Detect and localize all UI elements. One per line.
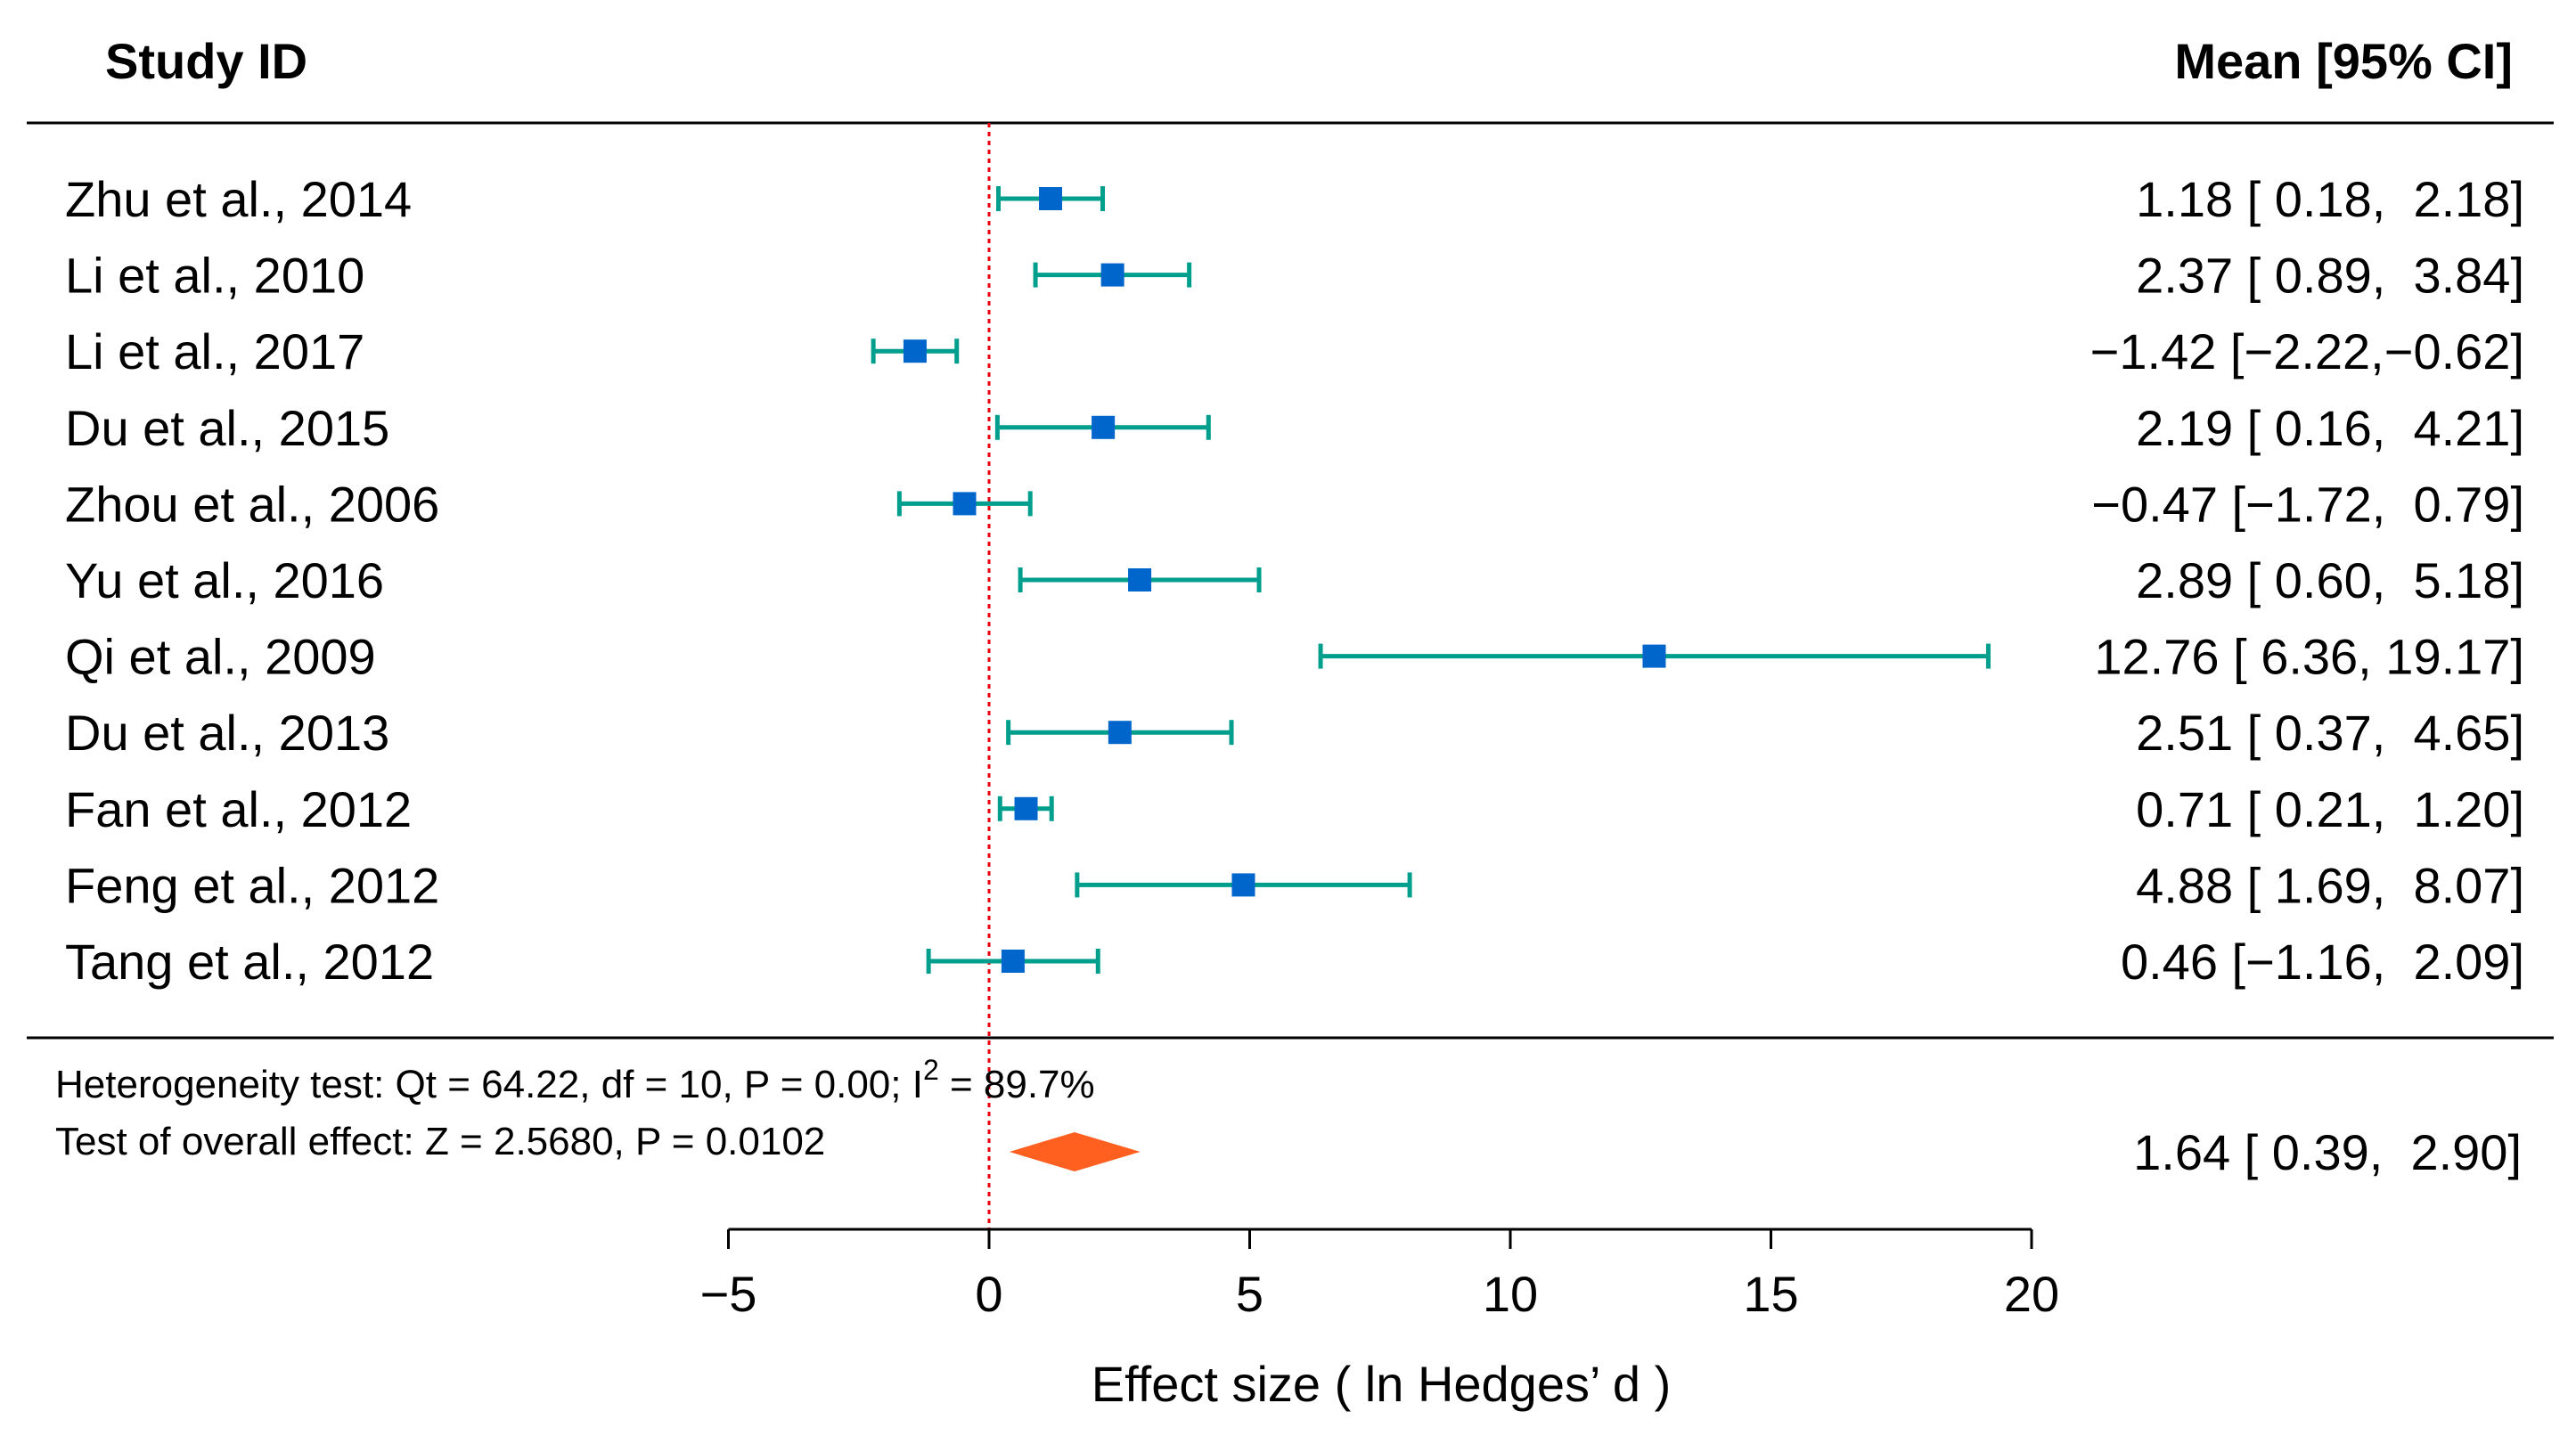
study-row: Qi et al., 2009 12.76 [ 6.36, 19.17] [65,629,2524,685]
study-label: Feng et al., 2012 [65,857,439,913]
study-label: Yu et al., 2016 [65,552,384,608]
point-estimate [1014,796,1038,820]
x-axis-label: Effect size ( ln Hedges’ d ) [1092,1356,1672,1412]
summary-diamond [1009,1132,1141,1171]
point-estimate [953,492,977,516]
study-estimate-text: 4.88 [ 1.69, 8.07] [2136,857,2524,913]
x-tick-label: 15 [1743,1266,1798,1322]
study-label: Du et al., 2015 [65,400,389,456]
point-estimate [1642,644,1666,668]
point-estimate [1092,415,1116,439]
summary-estimate-text: 1.64 [ 0.39, 2.90] [2133,1124,2522,1180]
heterogeneity-text: Heterogeneity test: Qt = 64.22, df = 10,… [55,1054,1095,1106]
study-row: Feng et al., 2012 4.88 [ 1.69, 8.07] [65,857,2524,913]
study-label: Zhou et al., 2006 [65,476,439,532]
x-tick-label: −5 [700,1266,757,1322]
study-row: Du et al., 2015 2.19 [ 0.16, 4.21] [65,400,2524,456]
study-label: Qi et al., 2009 [65,629,376,685]
study-label: Li et al., 2010 [65,248,364,304]
study-estimate-text: 2.37 [ 0.89, 3.84] [2136,248,2524,304]
study-row: Li et al., 2017 −1.42 [−2.22,−0.62] [65,323,2524,379]
study-row: Zhou et al., 2006 −0.47 [−1.72, 0.79] [65,476,2524,532]
study-row: Du et al., 2013 2.51 [ 0.37, 4.65] [65,705,2524,761]
point-estimate [1128,568,1152,591]
study-row: Yu et al., 2016 2.89 [ 0.60, 5.18] [65,552,2524,608]
study-estimate-text: 1.18 [ 0.18, 2.18] [2136,171,2524,227]
study-row: Li et al., 2010 2.37 [ 0.89, 3.84] [65,248,2524,304]
x-tick-label: 10 [1483,1266,1538,1322]
study-estimate-text: 12.76 [ 6.36, 19.17] [2094,629,2524,685]
study-row: Fan et al., 2012 0.71 [ 0.21, 1.20] [65,781,2524,837]
point-estimate [1100,263,1124,287]
study-estimate-text: 2.89 [ 0.60, 5.18] [2136,552,2524,608]
study-estimate-text: −0.47 [−1.72, 0.79] [2091,476,2524,532]
study-label: Li et al., 2017 [65,323,364,379]
header-study-id: Study ID [105,33,307,89]
study-estimate-text: −1.42 [−2.22,−0.62] [2090,323,2524,379]
point-estimate [1039,187,1063,210]
study-estimate-text: 0.46 [−1.16, 2.09] [2121,934,2524,990]
x-tick-label: 0 [975,1266,1002,1322]
point-estimate [903,339,927,363]
header-mean-ci: Mean [95% CI] [2174,33,2513,89]
point-estimate [1108,721,1132,745]
study-estimate-text: 0.71 [ 0.21, 1.20] [2136,781,2524,837]
study-row: Zhu et al., 2014 1.18 [ 0.18, 2.18] [65,171,2524,227]
x-tick-label: 20 [2004,1266,2059,1322]
study-label: Zhu et al., 2014 [65,171,412,227]
point-estimate [1001,950,1025,973]
study-label: Tang et al., 2012 [65,934,434,990]
study-label: Du et al., 2013 [65,705,389,761]
point-estimate [1231,873,1255,897]
study-estimate-text: 2.51 [ 0.37, 4.65] [2136,705,2524,761]
study-label: Fan et al., 2012 [65,781,412,837]
x-tick-label: 5 [1236,1266,1263,1322]
study-row: Tang et al., 2012 0.46 [−1.16, 2.09] [65,934,2524,990]
study-estimate-text: 2.19 [ 0.16, 4.21] [2136,400,2524,456]
overall-effect-text: Test of overall effect: Z = 2.5680, P = … [55,1120,825,1163]
